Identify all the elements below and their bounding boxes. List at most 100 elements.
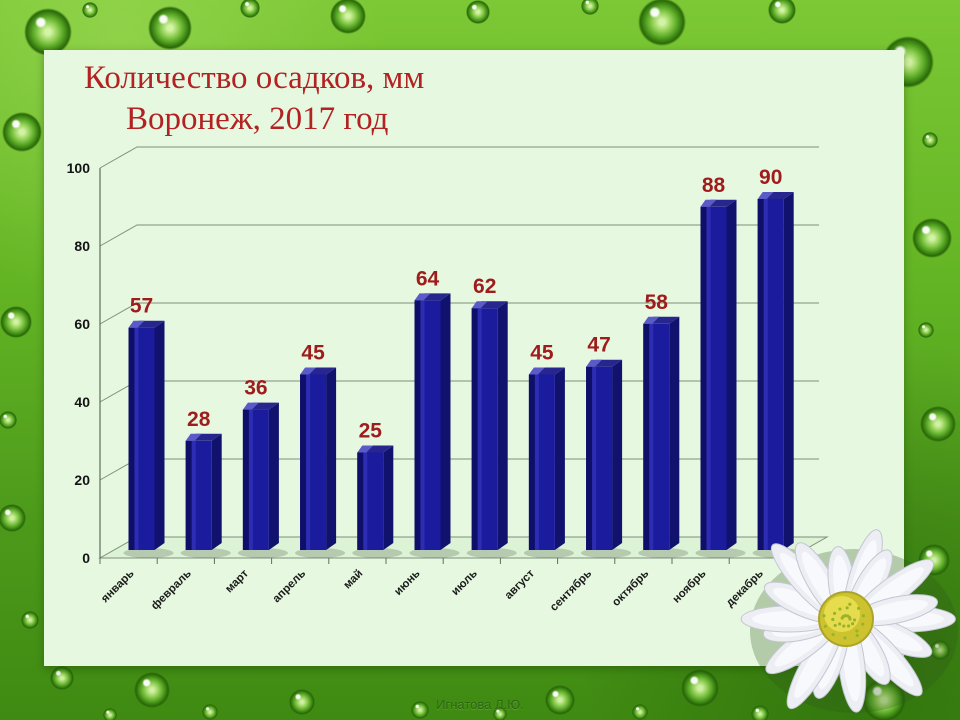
bar-top-highlight — [300, 367, 317, 375]
bar-shade — [700, 206, 707, 551]
bar-shade — [414, 300, 421, 550]
bar-shade — [357, 452, 364, 550]
daisy-center-dot — [861, 622, 865, 626]
value-label-июль: 62 — [473, 275, 496, 298]
bar-top-highlight — [757, 192, 774, 199]
bar-shadow — [237, 548, 288, 558]
daisy-petal-inner — [863, 599, 928, 621]
value-label-октябрь: 58 — [645, 291, 669, 314]
bar-top-highlight — [185, 433, 202, 441]
footer-credit: Игнатова Л.Ю. — [436, 697, 524, 712]
bar-shadow — [180, 548, 231, 558]
gridline — [99, 302, 819, 325]
bar-shade — [643, 323, 650, 550]
daisy-petal-inner — [801, 551, 839, 611]
value-label-ноябрь: 88 — [702, 174, 726, 197]
value-label-январь: 57 — [130, 295, 153, 318]
value-label-июнь: 64 — [416, 267, 440, 290]
daisy-center-dot — [838, 622, 842, 626]
bar-side-март — [268, 402, 279, 550]
bar-sheen — [477, 308, 482, 550]
bar-sheen — [306, 374, 311, 550]
slide-panel: Количество осадков, мм Воронеж, 2017 год… — [44, 50, 904, 666]
value-label-сентябрь: 47 — [587, 334, 610, 357]
daisy-center-dot — [856, 606, 861, 610]
bar-sheen — [706, 206, 711, 551]
bar-shade — [471, 308, 478, 550]
bar-shade — [185, 440, 192, 550]
value-label-май: 25 — [359, 420, 383, 443]
precipitation-bar-chart: 0 20 40 60 80 100 57 январь 28 февраль 36 март 45 апр… — [67, 146, 829, 614]
bar-top-highlight — [242, 402, 259, 410]
daisy-center-dot — [855, 629, 859, 633]
y-axis-tick-label: 40 — [74, 394, 90, 410]
category-label-ноябрь: ноябрь — [671, 568, 709, 606]
value-label-март: 36 — [244, 377, 267, 400]
bar-side-февраль — [211, 433, 222, 550]
y-axis-tick-label: 80 — [74, 238, 90, 254]
bar-top-highlight — [414, 293, 431, 301]
bar-shadow — [523, 548, 574, 558]
slide-title-line1: Количество осадков, мм — [84, 60, 425, 96]
bar-shade — [242, 409, 249, 550]
value-label-август: 45 — [530, 342, 554, 365]
bar-shade — [300, 374, 307, 550]
daisy-petal-inner — [862, 621, 923, 652]
bar-sheen — [248, 409, 253, 550]
daisy-center-dot — [846, 624, 851, 628]
bar-shadow — [352, 548, 403, 558]
value-label-декабрь: 90 — [759, 166, 782, 189]
bar-top-highlight — [471, 301, 488, 309]
bar-shade — [586, 366, 593, 550]
category-label-сентябрь: сентябрь — [548, 568, 594, 614]
bar-side-июль — [497, 301, 508, 550]
bar-shade — [528, 374, 535, 550]
daisy-petal-inner — [794, 629, 837, 699]
slide-title-line2: Воронеж, 2017 год — [126, 101, 389, 137]
bar-sheen — [763, 199, 768, 550]
bar-side-август — [554, 367, 565, 550]
bar-top-highlight — [128, 320, 145, 328]
daisy-center-dot — [843, 636, 847, 640]
daisy-center-highlight — [824, 596, 860, 632]
bar-top-highlight — [700, 199, 717, 207]
bar-top-highlight — [357, 445, 374, 453]
bar-side-май — [383, 445, 394, 550]
bar-sheen — [420, 300, 425, 550]
bar-shadow — [695, 548, 746, 558]
bar-shadow — [409, 548, 460, 558]
daisy-center-dot — [848, 602, 852, 606]
daisy-center-dot — [832, 611, 837, 615]
bar-shadow — [295, 548, 346, 558]
bar-top-highlight — [586, 359, 603, 367]
category-label-май: май — [342, 568, 366, 592]
bar-sheen — [363, 452, 368, 550]
bar-side-январь — [154, 320, 165, 550]
category-label-июнь: июнь — [392, 568, 422, 598]
bar-shadow — [638, 548, 689, 558]
category-label-апрель: апрель — [271, 568, 309, 606]
bar-sheen — [191, 440, 196, 550]
bar-side-ноябрь — [726, 199, 737, 551]
daisy-center-dot — [852, 618, 857, 622]
daisy-center-dot — [822, 614, 826, 618]
bar-side-июнь — [440, 293, 451, 550]
y-axis-tick-label: 100 — [67, 160, 91, 176]
bar-sheen — [534, 374, 539, 550]
bar-sheen — [134, 327, 139, 550]
bar-shadow — [466, 548, 517, 558]
slide-title: Количество осадков, мм Воронеж, 2017 год — [44, 50, 904, 140]
daisy-center-dot — [831, 617, 835, 622]
category-label-март: март — [223, 567, 251, 595]
category-label-февраль: февраль — [149, 568, 194, 613]
daisy-center-dot — [855, 633, 859, 638]
y-axis-tick-label: 0 — [82, 550, 90, 566]
category-label-август: август — [503, 567, 537, 601]
gridline — [99, 146, 819, 169]
bar-top-highlight — [643, 316, 660, 324]
category-label-июль: июль — [449, 568, 479, 598]
bar-side-апрель — [326, 367, 337, 550]
daisy-center-dot — [838, 607, 842, 611]
daisy-center-dot — [831, 632, 835, 637]
bar-side-декабрь — [783, 192, 794, 550]
